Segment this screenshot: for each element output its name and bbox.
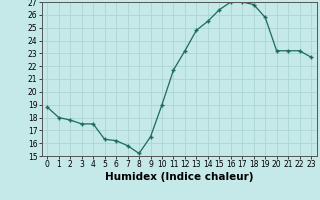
X-axis label: Humidex (Indice chaleur): Humidex (Indice chaleur): [105, 172, 253, 182]
